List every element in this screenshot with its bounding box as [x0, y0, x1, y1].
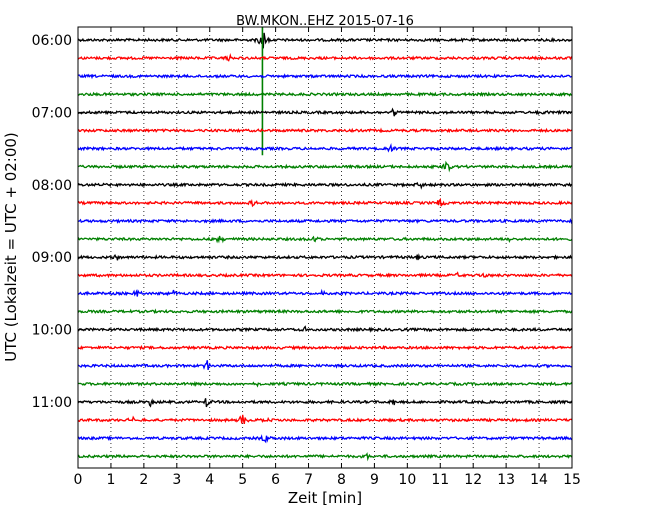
- trace-line: [77, 452, 573, 462]
- seismic-traces: [77, 27, 573, 462]
- trace-line: [77, 52, 573, 62]
- trace-line: [77, 380, 573, 388]
- x-tick-label: 0: [74, 472, 83, 488]
- trace-line: [77, 127, 573, 134]
- x-tick-label: 7: [304, 472, 313, 488]
- x-axis: 0 1 2 3 4 5 6 7 8 9 10 11 12 13 14 15: [74, 27, 581, 488]
- plot-frame: [77, 26, 573, 469]
- x-tick-label: 9: [370, 472, 379, 488]
- x-tick-label: 3: [172, 472, 181, 488]
- trace-line: [77, 414, 573, 425]
- trace-line: [77, 360, 573, 371]
- trace-line: [77, 181, 573, 190]
- x-tick-label: 11: [431, 472, 449, 488]
- trace-line: [77, 308, 573, 315]
- trace-line: [77, 142, 573, 153]
- x-tick-label: 12: [464, 472, 482, 488]
- x-tick-label: 6: [271, 472, 280, 488]
- trace-line: [77, 197, 573, 208]
- trace-line: [77, 235, 573, 244]
- trace-line: [77, 344, 573, 351]
- trace-line: [77, 253, 573, 261]
- y-tick-label: 11:00: [32, 395, 72, 411]
- trace-line: [77, 160, 573, 173]
- y-tick-label: 08:00: [32, 178, 72, 194]
- trace-line: [77, 271, 573, 279]
- trace-line: [77, 218, 573, 224]
- trace-line: [77, 91, 573, 98]
- trace-line: [77, 73, 573, 80]
- trace-line: [77, 107, 573, 117]
- y-axis: 06:00 07:00 08:00 09:00 10:00 11:00: [32, 33, 572, 411]
- x-tick-label: 1: [106, 472, 115, 488]
- y-tick-label: 06:00: [32, 33, 72, 49]
- trace-line: [77, 325, 573, 333]
- x-tick-label: 2: [139, 472, 148, 488]
- y-axis-label: UTC (Lokalzeit = UTC + 02:00): [2, 132, 20, 362]
- x-tick-label: 15: [563, 472, 581, 488]
- y-tick-label: 10:00: [32, 323, 72, 339]
- chart-title: BW.MKON..EHZ 2015-07-16: [236, 14, 414, 29]
- x-axis-label: Zeit [min]: [288, 489, 362, 507]
- x-tick-label: 5: [238, 472, 247, 488]
- trace-line: [77, 434, 573, 444]
- x-tick-label: 8: [337, 472, 346, 488]
- vertical-grid: [110, 27, 540, 468]
- trace-line: [77, 288, 573, 297]
- y-tick-label: 07:00: [32, 105, 72, 121]
- x-tick-label: 13: [497, 472, 515, 488]
- x-tick-label: 10: [398, 472, 416, 488]
- x-tick-label: 4: [205, 472, 214, 488]
- x-tick-label: 14: [530, 472, 548, 488]
- trace-line: [77, 32, 573, 49]
- trace-line: [77, 398, 573, 408]
- y-tick-label: 09:00: [32, 250, 72, 266]
